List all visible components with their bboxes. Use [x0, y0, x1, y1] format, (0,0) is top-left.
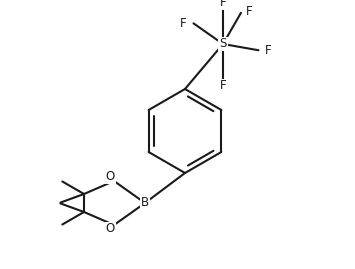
- Text: B: B: [141, 196, 149, 210]
- Text: O: O: [105, 171, 115, 183]
- Text: F: F: [220, 80, 226, 93]
- Text: F: F: [180, 17, 186, 30]
- Text: F: F: [220, 0, 226, 9]
- Text: S: S: [219, 37, 227, 51]
- Text: F: F: [264, 44, 271, 57]
- Text: O: O: [105, 222, 115, 235]
- Text: F: F: [246, 5, 253, 18]
